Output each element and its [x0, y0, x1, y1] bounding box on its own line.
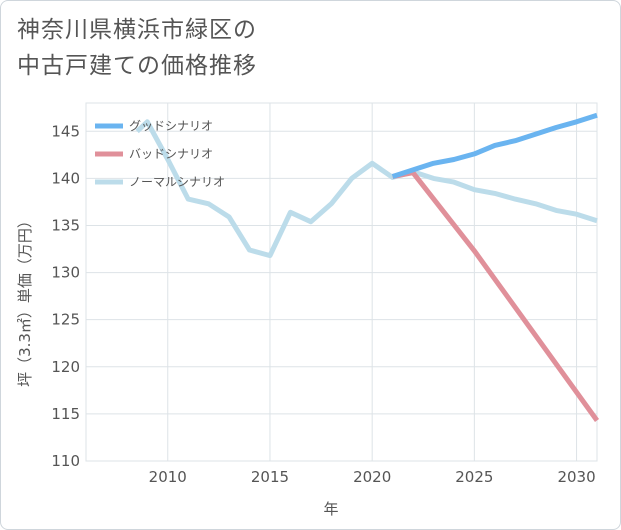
y-tick-label-125: 125 [51, 311, 80, 329]
y-tick-label-135: 135 [51, 216, 80, 234]
y-tick-label-110: 110 [51, 452, 80, 470]
chart-title-line-2: 中古戸建ての価格推移 [17, 53, 257, 79]
legend-label-good: グッドシナリオ [129, 119, 213, 133]
chart-title-line-1: 神奈川県横浜市緑区の [17, 17, 257, 43]
axis-ticks: 110 115 120 125 130 135 140 145 2010 2015 2020 2025… [51, 122, 595, 486]
x-tick-label-2015: 2015 [251, 468, 289, 486]
chart-title: 神奈川県横浜市緑区の 中古戸建ての価格推移 [17, 12, 257, 84]
y-tick-label-145: 145 [51, 122, 80, 140]
series-line-normal [135, 119, 598, 259]
legend-label-normal: ノーマルシナリオ [129, 175, 225, 189]
y-axis-label: 坪（3.3㎡）単価（万円） [16, 213, 34, 387]
x-tick-label-2010: 2010 [149, 468, 187, 486]
x-tick-label-2020: 2020 [353, 468, 391, 486]
series-line-good [391, 112, 598, 179]
x-axis-label: 年 [323, 500, 338, 518]
series-lines [135, 112, 600, 422]
legend-label-bad: バッドシナリオ [129, 147, 213, 161]
y-tick-label-130: 130 [51, 264, 80, 282]
y-tick-label-120: 120 [51, 358, 80, 376]
x-tick-label-2025: 2025 [455, 468, 493, 486]
y-tick-label-140: 140 [51, 169, 80, 187]
y-tick-label-115: 115 [51, 405, 80, 423]
x-tick-label-2030: 2030 [557, 468, 595, 486]
